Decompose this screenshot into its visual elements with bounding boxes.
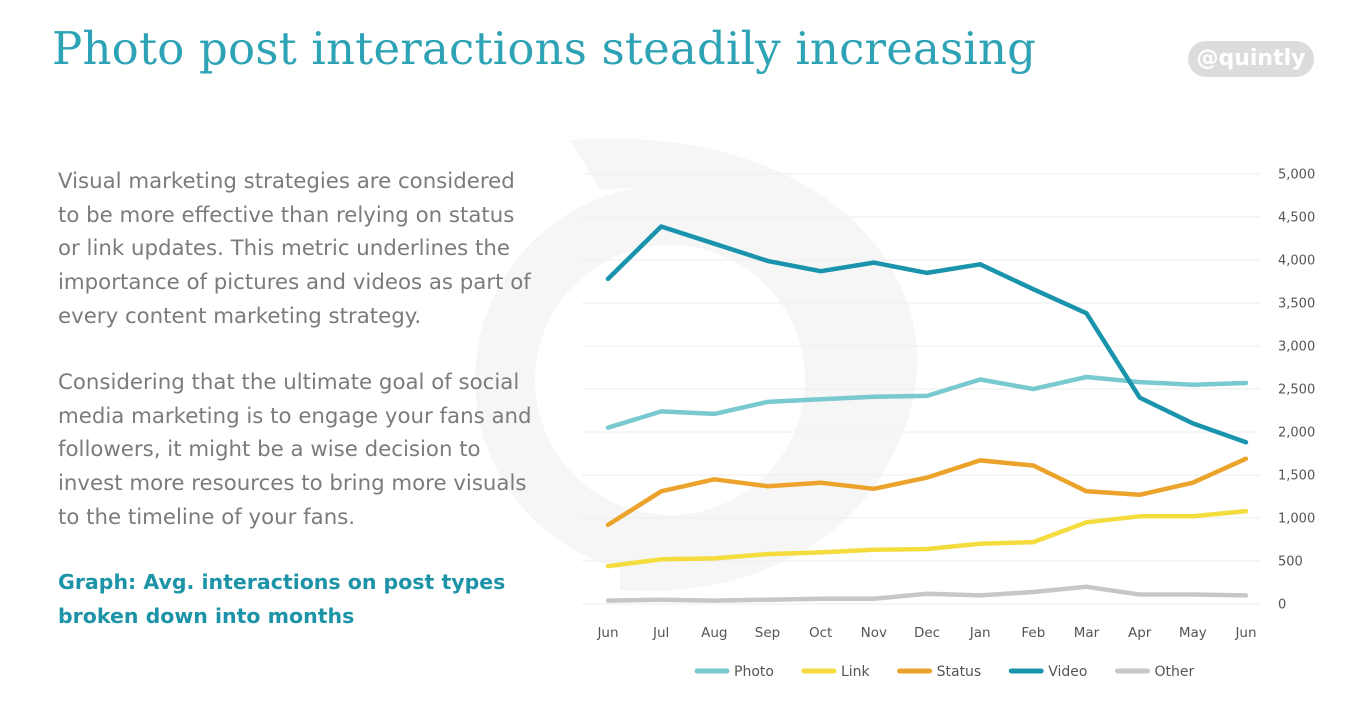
x-tick-label: Jul bbox=[652, 625, 669, 641]
description-paragraph-1: Visual marketing strategies are consider… bbox=[58, 169, 531, 329]
description-paragraph-2: Considering that the ultimate goal of so… bbox=[58, 370, 532, 530]
watermark-ring bbox=[475, 185, 865, 575]
page-title: Photo post interactions steadily increas… bbox=[52, 22, 1037, 75]
y-tick-label: 4,500 bbox=[1278, 211, 1315, 226]
y-tick-label: 2,000 bbox=[1278, 426, 1315, 441]
x-tick-label: Sep bbox=[755, 625, 780, 641]
y-tick-label: 3,500 bbox=[1278, 297, 1315, 312]
y-tick-label: 5,000 bbox=[1278, 168, 1315, 183]
y-tick-label: 2,500 bbox=[1278, 383, 1315, 398]
x-tick-label: Mar bbox=[1074, 625, 1100, 641]
y-tick-label: 4,000 bbox=[1278, 254, 1315, 269]
x-tick-label: Feb bbox=[1021, 625, 1045, 641]
series-lines bbox=[605, 224, 1249, 603]
legend-label-link: Link bbox=[841, 664, 871, 680]
y-tick-label: 1,000 bbox=[1278, 512, 1315, 527]
x-tick-label: Jun bbox=[1234, 625, 1256, 641]
series-line-status bbox=[605, 456, 1249, 528]
series-line-photo bbox=[605, 374, 1249, 430]
series-line-link bbox=[605, 508, 1249, 569]
x-tick-label: Nov bbox=[861, 625, 887, 641]
graph-caption: Graph: Avg. interactions on post types b… bbox=[58, 570, 506, 628]
series-line-other bbox=[605, 584, 1249, 603]
series-line-video bbox=[605, 224, 1249, 445]
x-tick-label: Jun bbox=[596, 625, 618, 641]
background-watermark-logo bbox=[475, 138, 918, 592]
line-chart: 0 500 1,000 1,500 2,000 2,500 3,000 3,500 4,000 4… bbox=[582, 168, 1315, 680]
x-tick-label: Jan bbox=[969, 625, 991, 641]
y-tick-label: 500 bbox=[1278, 555, 1303, 570]
legend-label-status: Status bbox=[937, 664, 982, 680]
x-tick-label: Apr bbox=[1128, 625, 1152, 641]
legend-label-other: Other bbox=[1154, 664, 1194, 680]
legend-label-photo: Photo bbox=[734, 664, 774, 680]
x-tick-label: May bbox=[1179, 625, 1207, 641]
chart-legend: Photo Link Status Video Other bbox=[694, 664, 1194, 680]
x-axis-ticks: Jun Jul Aug Sep Oct Nov Dec Jan Feb Mar Apr May Jun bbox=[596, 625, 1256, 641]
x-tick-label: Oct bbox=[809, 625, 832, 641]
gridlines bbox=[582, 173, 1260, 605]
brand-badge: @quintly bbox=[1188, 41, 1314, 77]
x-tick-label: Aug bbox=[701, 625, 727, 641]
legend-label-video: Video bbox=[1048, 664, 1087, 680]
y-axis-ticks: 0 500 1,000 1,500 2,000 2,500 3,000 3,500 4,000 4… bbox=[1278, 168, 1315, 613]
y-tick-label: 1,500 bbox=[1278, 469, 1315, 484]
x-tick-label: Dec bbox=[914, 625, 940, 641]
y-tick-label: 3,000 bbox=[1278, 340, 1315, 355]
y-tick-label: 0 bbox=[1278, 598, 1286, 613]
